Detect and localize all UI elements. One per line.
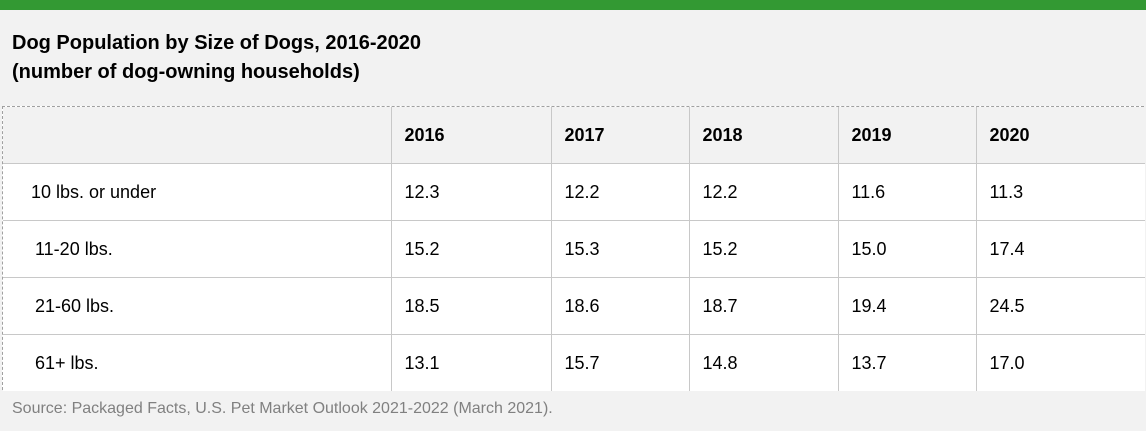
table-header-row: 2016 2017 2018 2019 2020 xyxy=(3,107,1145,164)
column-header: 2018 xyxy=(688,107,839,164)
table-cell: 17.4 xyxy=(975,220,1145,278)
table-cell: 18.7 xyxy=(688,277,839,335)
table-cell: 13.7 xyxy=(837,334,977,391)
row-label: 61+ lbs. xyxy=(3,334,392,391)
table-cell: 19.4 xyxy=(837,277,977,335)
table-cell: 15.2 xyxy=(390,220,552,278)
table-cell: 15.2 xyxy=(688,220,839,278)
table-cell: 12.3 xyxy=(390,163,552,221)
table-row: 11-20 lbs. 15.2 15.3 15.2 15.0 17.4 xyxy=(3,220,1145,278)
chart-title: Dog Population by Size of Dogs, 2016-202… xyxy=(12,32,421,54)
table-cell: 11.3 xyxy=(975,163,1145,221)
column-header: 2017 xyxy=(550,107,690,164)
table-cell: 14.8 xyxy=(688,334,839,391)
chart-title-block: Dog Population by Size of Dogs, 2016-202… xyxy=(12,29,421,87)
table-cell: 15.7 xyxy=(550,334,690,391)
column-header: 2020 xyxy=(975,107,1145,164)
table-row: 61+ lbs. 13.1 15.7 14.8 13.7 17.0 xyxy=(3,334,1145,391)
column-header: 2016 xyxy=(390,107,552,164)
table-cell: 24.5 xyxy=(975,277,1145,335)
table-cell: 18.6 xyxy=(550,277,690,335)
table-row: 10 lbs. or under 12.3 12.2 12.2 11.6 11.… xyxy=(3,163,1145,221)
data-table-container: 2016 2017 2018 2019 2020 10 lbs. or unde… xyxy=(2,106,1145,391)
chart-subtitle: (number of dog-owning households) xyxy=(12,61,360,83)
row-label: 11-20 lbs. xyxy=(3,220,392,278)
row-label: 10 lbs. or under xyxy=(3,163,392,221)
table-cell: 15.3 xyxy=(550,220,690,278)
source-note: Source: Packaged Facts, U.S. Pet Market … xyxy=(12,400,553,417)
table-cell: 12.2 xyxy=(688,163,839,221)
table-cell: 15.0 xyxy=(837,220,977,278)
accent-bar xyxy=(0,0,1146,10)
table-row: 21-60 lbs. 18.5 18.6 18.7 19.4 24.5 xyxy=(3,277,1145,335)
table-cell: 17.0 xyxy=(975,334,1145,391)
row-label: 21-60 lbs. xyxy=(3,277,392,335)
column-header xyxy=(3,107,392,164)
table-cell: 18.5 xyxy=(390,277,552,335)
column-header: 2019 xyxy=(837,107,977,164)
table-cell: 11.6 xyxy=(837,163,977,221)
table-cell: 13.1 xyxy=(390,334,552,391)
table-cell: 12.2 xyxy=(550,163,690,221)
data-table: 2016 2017 2018 2019 2020 10 lbs. or unde… xyxy=(3,107,1145,391)
